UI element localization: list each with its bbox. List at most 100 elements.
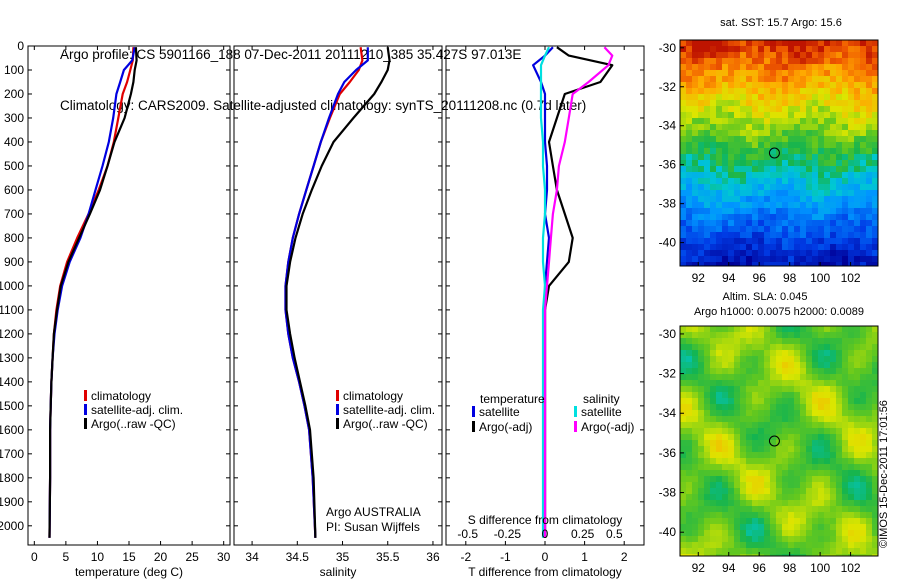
- map-x-tick-label: 96: [753, 271, 767, 285]
- heatmap-cell: [770, 362, 776, 368]
- heatmap-cell: [710, 202, 716, 208]
- heatmap-cell: [746, 344, 752, 350]
- heatmap-cell: [812, 488, 818, 494]
- heatmap-cell: [842, 368, 848, 374]
- heatmap-cell: [680, 470, 686, 476]
- heatmap-cell: [710, 350, 716, 356]
- heatmap-cell: [734, 434, 740, 440]
- heatmap-cell: [812, 172, 818, 178]
- heatmap-cell: [716, 344, 722, 350]
- heatmap-cell: [692, 344, 698, 350]
- heatmap-cell: [704, 64, 710, 70]
- heatmap-cell: [860, 64, 866, 70]
- heatmap-cell: [716, 190, 722, 196]
- heatmap-cell: [866, 386, 872, 392]
- heatmap-cell: [872, 332, 878, 338]
- heatmap-cell: [866, 166, 872, 172]
- heatmap-cell: [782, 118, 788, 124]
- heatmap-cell: [818, 536, 824, 542]
- heatmap-cell: [866, 40, 872, 46]
- heatmap-cell: [866, 374, 872, 380]
- heatmap-cell: [872, 244, 878, 250]
- heatmap-cell: [830, 356, 836, 362]
- heatmap-cell: [800, 350, 806, 356]
- heatmap-cell: [854, 46, 860, 52]
- heatmap-cell: [776, 548, 782, 554]
- heatmap-cell: [866, 220, 872, 226]
- heatmap-cell: [782, 356, 788, 362]
- heatmap-cell: [734, 172, 740, 178]
- heatmap-cell: [860, 118, 866, 124]
- heatmap-cell: [710, 112, 716, 118]
- heatmap-cell: [722, 494, 728, 500]
- heatmap-cell: [728, 434, 734, 440]
- heatmap-cell: [680, 452, 686, 458]
- heatmap-cell: [704, 136, 710, 142]
- heatmap-cell: [740, 178, 746, 184]
- heatmap-cell: [836, 76, 842, 82]
- heatmap-cell: [740, 422, 746, 428]
- y-tick-label: 1800: [0, 471, 24, 485]
- heatmap-cell: [818, 118, 824, 124]
- heatmap-cell: [752, 142, 758, 148]
- heatmap-cell: [824, 536, 830, 542]
- heatmap-cell: [692, 232, 698, 238]
- heatmap-cell: [710, 422, 716, 428]
- heatmap-cell: [848, 404, 854, 410]
- heatmap-cell: [764, 190, 770, 196]
- heatmap-cell: [764, 262, 770, 266]
- heatmap-cell: [866, 326, 872, 332]
- heatmap-cell: [800, 392, 806, 398]
- heatmap-cell: [854, 500, 860, 506]
- heatmap-cell: [782, 410, 788, 416]
- heatmap-cell: [854, 40, 860, 46]
- heatmap-cell: [866, 338, 872, 344]
- heatmap-cell: [722, 404, 728, 410]
- heatmap-cell: [872, 488, 878, 494]
- heatmap-cell: [830, 202, 836, 208]
- heatmap-cell: [764, 52, 770, 58]
- heatmap-cell: [752, 518, 758, 524]
- heatmap-cell: [692, 524, 698, 530]
- heatmap-cell: [776, 70, 782, 76]
- heatmap-cell: [866, 70, 872, 76]
- heatmap-cell: [872, 494, 878, 500]
- heatmap-cell: [872, 458, 878, 464]
- heatmap-cell: [770, 338, 776, 344]
- heatmap-cell: [794, 94, 800, 100]
- heatmap-cell: [704, 40, 710, 46]
- heatmap-cell: [854, 250, 860, 256]
- heatmap-cell: [734, 178, 740, 184]
- heatmap-cell: [758, 40, 764, 46]
- heatmap-cell: [764, 238, 770, 244]
- heatmap-cell: [770, 452, 776, 458]
- heatmap-cell: [806, 166, 812, 172]
- heatmap-cell: [842, 422, 848, 428]
- heatmap-cell: [752, 398, 758, 404]
- heatmap-cell: [704, 160, 710, 166]
- heatmap-cell: [866, 154, 872, 160]
- map-x-tick-label: 92: [692, 561, 706, 575]
- heatmap-cell: [686, 190, 692, 196]
- heatmap-cell: [800, 458, 806, 464]
- heatmap-cell: [872, 470, 878, 476]
- heatmap-cell: [704, 374, 710, 380]
- heatmap-cell: [692, 332, 698, 338]
- heatmap-cell: [848, 142, 854, 148]
- heatmap-cell: [854, 404, 860, 410]
- heatmap-cell: [830, 470, 836, 476]
- heatmap-cell: [764, 416, 770, 422]
- heatmap-cell: [830, 500, 836, 506]
- heatmap-cell: [764, 196, 770, 202]
- heatmap-cell: [764, 518, 770, 524]
- heatmap-cell: [830, 476, 836, 482]
- map-title: sat. SST: 15.7 Argo: 15.6: [720, 17, 842, 29]
- heatmap-cell: [704, 494, 710, 500]
- heatmap-cell: [728, 542, 734, 548]
- heatmap-cell: [830, 196, 836, 202]
- heatmap-cell: [704, 112, 710, 118]
- heatmap-cell: [734, 100, 740, 106]
- heatmap-cell: [830, 148, 836, 154]
- heatmap-cell: [686, 380, 692, 386]
- heatmap-cell: [794, 350, 800, 356]
